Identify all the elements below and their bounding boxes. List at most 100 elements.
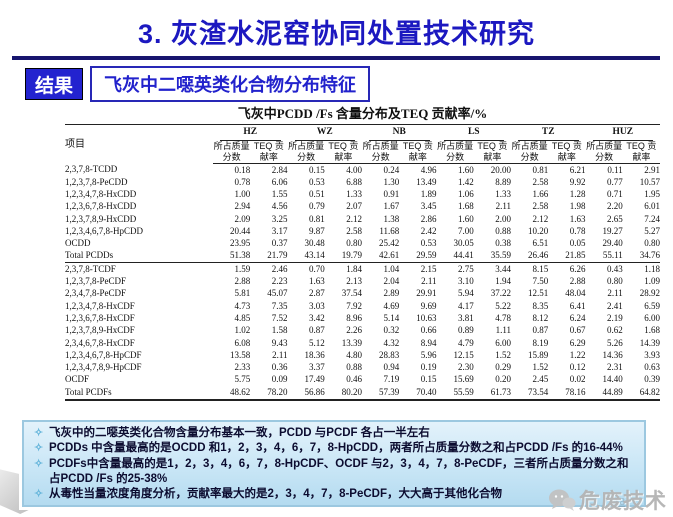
feature-title-box: 飞灰中二噁英类化合物分布特征 [90, 66, 370, 102]
sub-column-header: 所占质量分数 [287, 140, 325, 165]
table-row: 1,2,3,4,6,7,8-HpCDD 20.44 3.17 9.87 2.58 11.6… [65, 225, 660, 237]
congener-name: 1,2,3,6,7,8-HxCDD [65, 201, 137, 212]
value-cell: 0.91 [383, 188, 400, 199]
value-cell: 1.66 [532, 188, 549, 199]
value-cell: 0.39 [644, 374, 660, 385]
value-cell: 0.24 [383, 164, 400, 175]
table-row: 1,2,3,4,6,7,8-HpCDF 13.58 2.11 18.36 4.80 28.… [65, 349, 660, 361]
value-cell: 1.84 [346, 263, 362, 274]
value-cell: 0.67 [569, 325, 586, 336]
value-cell: 2.87 [309, 288, 325, 299]
value-cell: 0.19 [420, 362, 437, 373]
value-cell: 42.61 [362, 249, 400, 264]
value-cell: 0.88 [346, 362, 362, 373]
value-cell: 1.55 [271, 188, 288, 199]
value-cell: 0.78 [234, 176, 251, 187]
value-cell: 2.42 [420, 225, 437, 236]
congener-name: OCDD [65, 238, 91, 249]
value-cell: 61.73 [473, 386, 511, 401]
value-cell: 0.80 [644, 238, 660, 249]
value-cell: 37.22 [490, 288, 511, 299]
value-cell: 2.45 [532, 374, 549, 385]
table-row: 1,2,3,4,7,8,9-HpCDF 2.33 0.36 3.37 0.88 0.94 0… [65, 362, 660, 374]
value-cell: 0.71 [607, 188, 623, 199]
value-cell: 0.66 [420, 325, 437, 336]
value-cell: 1.09 [644, 276, 660, 287]
value-cell: 2.12 [532, 213, 549, 224]
value-cell: 14.40 [602, 374, 623, 385]
congener-name: 1,2,3,7,8,9-HxCDD [65, 213, 137, 224]
value-cell: 1.02 [234, 325, 251, 336]
value-cell: 1.68 [458, 201, 474, 212]
value-cell: 1.06 [458, 188, 474, 199]
value-cell: 6.21 [569, 164, 586, 175]
note-item: ✧ PCDDs 中含量最高的是OCDD 和1，2，3，4，6，7，8-HpCDD，… [34, 441, 636, 456]
value-cell: 0.38 [495, 238, 511, 249]
value-cell: 51.38 [213, 249, 251, 264]
value-cell: 29.40 [602, 238, 623, 249]
value-cell: 8.35 [532, 300, 549, 311]
value-cell: 4.80 [346, 349, 362, 360]
table-row: 2,3,7,8-TCDD 0.18 2.84 0.15 4.00 0.24 4.96 1.60… [65, 164, 660, 176]
value-cell: 2.13 [346, 276, 362, 287]
value-cell: 9.87 [309, 225, 325, 236]
value-cell: 2.20 [607, 201, 623, 212]
value-cell: 0.88 [495, 225, 511, 236]
result-badge: 结果 [25, 68, 83, 100]
congener-name: 1,2,3,4,7,8,9-HpCDF [65, 362, 142, 373]
value-cell: 0.53 [420, 238, 437, 249]
value-cell: 1.98 [569, 201, 586, 212]
value-cell: 6.08 [234, 337, 251, 348]
table-row: OCDF 5.75 0.09 17.49 0.46 7.19 0.15 15.69 0.20 2.… [65, 374, 660, 386]
congener-name: Total PCDFs [65, 386, 213, 401]
table-row: Total PCDDs 51.38 21.79 43.14 19.79 42.61 29.5… [65, 249, 660, 264]
value-cell: 1.30 [383, 176, 400, 187]
value-cell: 11.68 [379, 225, 400, 236]
table-caption: 飞灰中PCDD /Fs 含量分布及TEQ 贡献率/% [237, 106, 488, 121]
value-cell: 64.82 [622, 386, 660, 401]
value-cell: 5.75 [234, 374, 251, 385]
value-cell: 0.80 [346, 238, 362, 249]
value-cell: 44.89 [585, 386, 623, 401]
note-item: ✧ 飞灰中的二噁英类化合物含量分布基本一致，PCDD 与PCDF 各占一半左右 [34, 426, 636, 441]
diamond-bullet-icon: ✧ [34, 488, 44, 501]
notes-list: ✧ 飞灰中的二噁英类化合物含量分布基本一致，PCDD 与PCDF 各占一半左右 ✧ P… [34, 426, 636, 503]
sub-column-header: TEQ 贡献率 [399, 140, 437, 165]
value-cell: 30.48 [304, 238, 325, 249]
sub-header-row: 所占质量分数 TEQ 贡献率 所占质量分数 TEQ 贡献率 所占质量分数 TEQ 贡献率所… [65, 140, 660, 165]
table-row: 1,2,3,4,7,8-HxCDF 4.73 7.35 3.03 7.92 4.69 9.6… [65, 300, 660, 312]
value-cell: 3.25 [271, 213, 288, 224]
watermark: 危废技术 [548, 485, 667, 515]
value-cell: 2.84 [271, 164, 288, 175]
value-cell: 0.46 [346, 374, 362, 385]
value-cell: 6.88 [346, 176, 362, 187]
value-cell: 13.58 [230, 349, 251, 360]
value-cell: 3.81 [458, 312, 474, 323]
value-cell: 29.59 [399, 249, 437, 264]
value-cell: 2.58 [346, 225, 362, 236]
value-cell: 6.51 [532, 238, 549, 249]
pcdd-pcdf-table: 项目 HZ WZ NB LS TZ HUZ 所占质量分数 TEQ 贡献率 所占质量分数 TEQ … [65, 123, 660, 401]
value-cell: 6.06 [271, 176, 288, 187]
value-cell: 2.89 [383, 288, 400, 299]
value-cell: 26.46 [511, 249, 549, 264]
value-cell: 28.92 [639, 288, 660, 299]
plant-group-header: HUZ [585, 123, 660, 141]
value-cell: 1.52 [495, 349, 511, 360]
value-cell: 7.00 [458, 225, 474, 236]
value-cell: 0.89 [458, 325, 474, 336]
value-cell: 5.27 [644, 225, 660, 236]
value-cell: 3.03 [309, 300, 325, 311]
value-cell: 15.89 [528, 349, 549, 360]
value-cell: 6.26 [569, 263, 586, 274]
value-cell: 2.91 [644, 164, 660, 175]
value-cell: 1.28 [569, 188, 586, 199]
item-column-header: 项目 [65, 123, 213, 164]
value-cell: 0.20 [495, 374, 511, 385]
value-cell: 14.39 [639, 337, 660, 348]
value-cell: 7.50 [532, 276, 549, 287]
value-cell: 0.87 [532, 325, 549, 336]
congener-name: 1,2,3,4,6,7,8-HpCDF [65, 349, 142, 360]
value-cell: 0.62 [607, 325, 623, 336]
value-cell: 7.52 [271, 312, 288, 323]
